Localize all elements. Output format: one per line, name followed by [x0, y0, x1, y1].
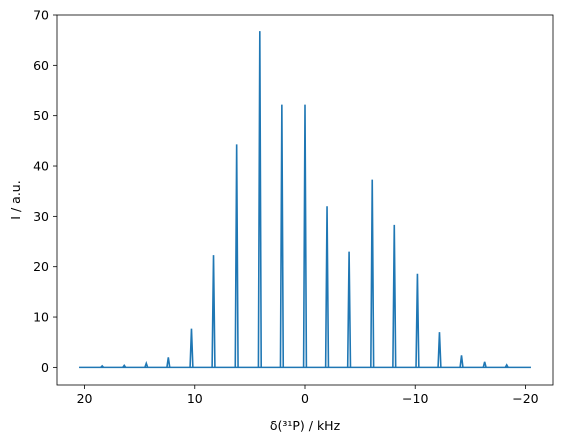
series-layer: [79, 31, 531, 369]
spectrum-peak: [437, 332, 442, 368]
spectrum-peak: [346, 251, 352, 368]
spectrum-peak: [122, 363, 127, 368]
y-tick-label: 10: [33, 310, 49, 325]
spectrum-peak: [234, 144, 239, 368]
y-tick-label: 40: [33, 159, 49, 174]
y-tick-label: 70: [33, 8, 49, 23]
x-axis-label: δ(³¹P) / kHz: [270, 418, 341, 433]
spectrum-peak: [166, 357, 171, 368]
y-tick-label: 60: [33, 58, 49, 73]
spectrum-peak: [415, 273, 420, 368]
spectrum-peak: [100, 364, 105, 368]
y-tick-label: 20: [33, 259, 49, 274]
spectrum-peak: [302, 104, 308, 368]
spectrum-peak: [482, 361, 487, 368]
spectrum-peak: [211, 255, 216, 368]
x-tick-label: 0: [301, 391, 309, 406]
spectrum-peak: [324, 206, 330, 368]
spectrum-peak: [189, 328, 194, 368]
spectrum-peak: [370, 179, 375, 368]
spectrum-peak: [144, 360, 149, 368]
y-axis-label: I / a.u.: [8, 180, 23, 219]
y-tick-label: 50: [33, 108, 49, 123]
spectrum-peak: [504, 363, 509, 368]
spectrum-peak: [392, 224, 397, 368]
y-tick-label: 30: [33, 209, 49, 224]
y-tick-label: 0: [41, 360, 49, 375]
spectrum-peak: [279, 104, 285, 368]
x-axis-ticks: 20 10 0 −10 −20: [77, 385, 539, 406]
y-axis-ticks: 0 10 20 30 40 50 60 70: [33, 8, 57, 375]
x-tick-label: 20: [77, 391, 93, 406]
spectrum-peak: [257, 31, 263, 368]
x-tick-label: −10: [402, 391, 428, 406]
x-tick-label: −20: [512, 391, 538, 406]
x-tick-label: 10: [187, 391, 203, 406]
spectrum-peak: [459, 355, 464, 368]
